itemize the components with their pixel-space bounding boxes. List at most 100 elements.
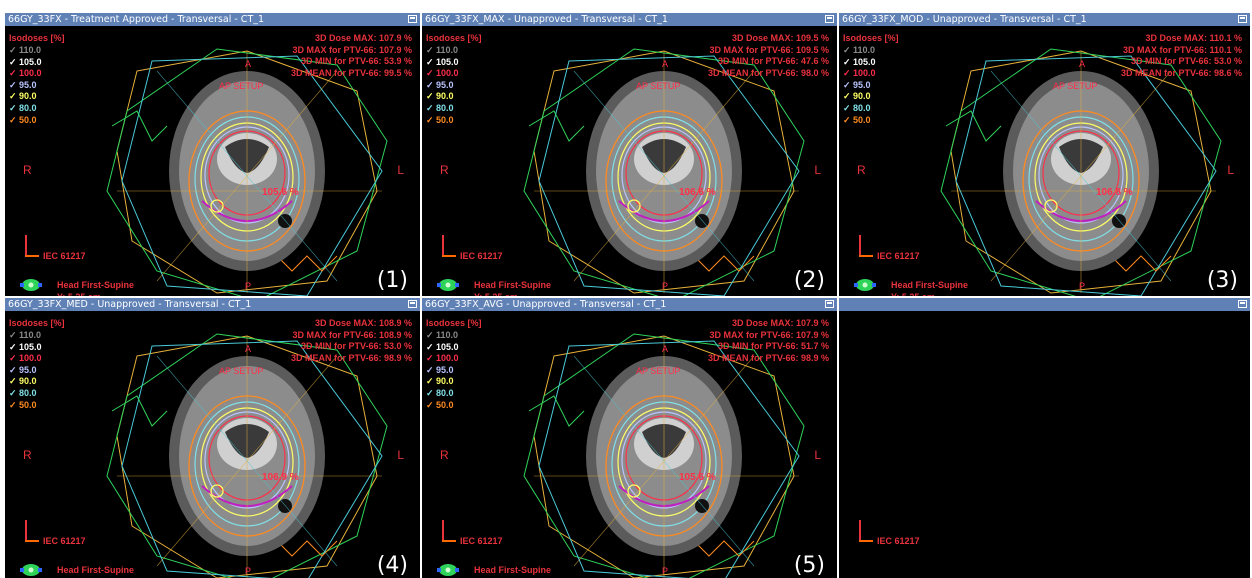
isodose-item[interactable]: ✓ 100.0 <box>426 68 459 79</box>
isodose-item[interactable]: ✓ 90.0 <box>9 376 37 387</box>
panel-titlebar[interactable]: 66GY_33FX_MAX - Unapproved - Transversal… <box>422 13 837 26</box>
isodose-item[interactable]: ✓ 100.0 <box>9 68 42 79</box>
isodose-item[interactable]: ✓ 95.0 <box>843 79 871 90</box>
dose-statistics: 3D Dose MAX: 107.9 % 3D MAX for PTV-66: 1… <box>291 33 412 79</box>
dose-statistics: 3D Dose MAX: 110.1 % 3D MAX for PTV-66: 1… <box>1121 33 1242 79</box>
maximize-icon[interactable] <box>408 300 417 308</box>
isodose-legend-title: Isodoses [%] <box>9 318 65 328</box>
viewer-panel-5[interactable]: 66GY_33FX_AVG - Unapproved - Transversal… <box>422 298 837 578</box>
isodose-item[interactable]: ✓ 100.0 <box>426 353 459 364</box>
svg-text:AP SETUP: AP SETUP <box>219 366 263 376</box>
isodose-item[interactable]: ✓ 50.0 <box>843 114 871 125</box>
panel-number: (4) <box>376 553 408 578</box>
isodose-item[interactable]: ✓ 80.0 <box>9 102 37 113</box>
viewer-panel-4[interactable]: 66GY_33FX_MED - Unapproved - Transversal… <box>5 298 420 578</box>
isodose-item[interactable]: ✓ 50.0 <box>426 399 454 410</box>
viewer-panel-3[interactable]: 66GY_33FX_MOD - Unapproved - Transversal… <box>839 13 1250 296</box>
maximize-icon[interactable] <box>825 15 834 23</box>
hotspot-label: 105.6 % <box>262 187 299 198</box>
isodose-item[interactable]: ✓ 110.0 <box>426 330 459 340</box>
right-orientation-label: R <box>440 163 449 177</box>
iec-axis-icon <box>853 520 878 544</box>
isodose-item[interactable]: ✓ 110.0 <box>843 45 876 55</box>
dose-stat: 3D Dose MAX: 109.5 % <box>731 33 829 43</box>
orientation-text: Head First-Supine Y: 5.25 cm <box>57 564 134 578</box>
isodose-item[interactable]: ✓ 50.0 <box>9 114 37 125</box>
panel-titlebar[interactable] <box>839 298 1250 311</box>
dose-stat: 3D MAX for PTV-66: 110.1 % <box>1122 44 1242 55</box>
panel-title: 66GY_33FX_AVG - Unapproved - Transversal… <box>425 299 667 310</box>
isodose-item[interactable]: ✓ 90.0 <box>426 91 454 102</box>
isodose-item[interactable]: ✓ 110.0 <box>9 330 42 340</box>
dose-stat: 3D MEAN for PTV-66: 98.9 % <box>707 352 829 363</box>
isodose-item[interactable]: ✓ 100.0 <box>9 353 42 364</box>
iec-label: IEC 61217 <box>43 536 86 546</box>
svg-text:A: A <box>245 344 251 354</box>
dose-overlay: AP SETUP A P 106.9 % <box>97 316 397 578</box>
isodose-item[interactable]: ✓ 105.0 <box>426 56 459 67</box>
isodose-item[interactable]: ✓ 90.0 <box>426 376 454 387</box>
svg-text:P: P <box>245 281 251 291</box>
isodose-item[interactable]: ✓ 100.0 <box>843 68 876 79</box>
panel-number: (3) <box>1206 268 1238 293</box>
iec-axis-icon <box>19 520 44 544</box>
isodose-item[interactable]: ✓ 105.0 <box>9 341 42 352</box>
svg-text:AP SETUP: AP SETUP <box>636 81 680 91</box>
isodose-legend: ✓ 110.0 ✓ 105.0 ✓ 100.0 ✓ 95.0 ✓ 90.0 ✓ 80.0 ✓… <box>843 45 876 126</box>
isodose-item[interactable]: ✓ 50.0 <box>9 399 37 410</box>
ct-image[interactable]: AP SETUP A P 105.6 % <box>514 316 814 578</box>
isodose-item[interactable]: ✓ 80.0 <box>9 387 37 398</box>
isodose-item[interactable]: ✓ 80.0 <box>426 102 454 113</box>
viewer-panel-1[interactable]: 66GY_33FX - Treatment Approved - Transve… <box>5 13 420 296</box>
dose-stat: 3D MIN for PTV-66: 53.0 % <box>300 341 412 352</box>
isodose-item[interactable]: ✓ 90.0 <box>9 91 37 102</box>
iec-axis-icon <box>853 235 878 259</box>
isodose-item[interactable]: ✓ 105.0 <box>9 56 42 67</box>
isodose-item[interactable]: ✓ 95.0 <box>9 364 37 375</box>
svg-text:P: P <box>1079 281 1085 291</box>
maximize-icon[interactable] <box>1238 15 1247 23</box>
maximize-icon[interactable] <box>825 300 834 308</box>
isodose-item[interactable]: ✓ 90.0 <box>843 91 871 102</box>
isodose-item[interactable]: ✓ 110.0 <box>426 45 459 55</box>
isodose-item[interactable]: ✓ 105.0 <box>843 56 876 67</box>
panel-titlebar[interactable]: 66GY_33FX_MED - Unapproved - Transversal… <box>5 298 420 311</box>
svg-text:A: A <box>662 59 668 69</box>
ct-image[interactable]: AP SETUP A P 106.9 % <box>97 316 397 578</box>
panel-titlebar[interactable]: 66GY_33FX_MOD - Unapproved - Transversal… <box>839 13 1250 26</box>
viewer-panel-6[interactable]: IEC 61217 <box>839 298 1250 578</box>
svg-text:AP SETUP: AP SETUP <box>1053 81 1097 91</box>
y-position: Y: 5.25 cm <box>57 291 134 296</box>
right-orientation-label: R <box>857 163 866 177</box>
maximize-icon[interactable] <box>408 15 417 23</box>
hotspot-label: 106.6 % <box>679 187 716 198</box>
dose-stat: 3D MEAN for PTV-66: 98.0 % <box>707 67 829 78</box>
check-icon: ✓ <box>428 295 436 296</box>
isodose-legend: ✓ 110.0 ✓ 105.0 ✓ 100.0 ✓ 95.0 ✓ 90.0 ✓ 80.0 ✓… <box>426 330 459 411</box>
isodose-item[interactable]: ✓ 105.0 <box>426 341 459 352</box>
svg-text:A: A <box>662 344 668 354</box>
isodose-item[interactable]: ✓ 50.0 <box>426 114 454 125</box>
isodose-item[interactable]: ✓ 80.0 <box>843 102 871 113</box>
orientation-text: Head First-Supine Y: 5.25 cm <box>891 279 968 296</box>
isodose-item[interactable]: ✓ 95.0 <box>9 79 37 90</box>
isodose-legend: ✓ 110.0 ✓ 105.0 ✓ 100.0 ✓ 95.0 ✓ 90.0 ✓ 80.0 ✓… <box>9 45 42 126</box>
panel-titlebar[interactable]: 66GY_33FX - Treatment Approved - Transve… <box>5 13 420 26</box>
panel-titlebar[interactable]: 66GY_33FX_AVG - Unapproved - Transversal… <box>422 298 837 311</box>
isodose-item[interactable]: ✓ 80.0 <box>426 387 454 398</box>
left-orientation-label: L <box>814 448 821 462</box>
dose-stat: 3D MEAN for PTV-66: 98.6 % <box>1120 67 1242 78</box>
orientation-label: Head First-Supine <box>474 280 552 290</box>
isodose-item[interactable]: ✓ 95.0 <box>426 364 454 375</box>
ct-image[interactable]: AP SETUP A P 106.6 % <box>514 31 814 296</box>
ct-image[interactable]: AP SETUP A P 106.8 % <box>931 31 1231 296</box>
dose-stat: 3D MEAN for PTV-66: 99.5 % <box>290 67 412 78</box>
iec-label: IEC 61217 <box>460 251 503 261</box>
check-icon: ✓ <box>11 295 19 296</box>
ct-image[interactable]: AP SETUP A P 105.6 % <box>97 31 397 296</box>
viewer-panel-2[interactable]: 66GY_33FX_MAX - Unapproved - Transversal… <box>422 13 837 296</box>
isodose-item[interactable]: ✓ 95.0 <box>426 79 454 90</box>
maximize-icon[interactable] <box>1238 300 1247 308</box>
dose-stat: 3D MAX for PTV-66: 107.9 % <box>292 44 412 55</box>
isodose-item[interactable]: ✓ 110.0 <box>9 45 42 55</box>
